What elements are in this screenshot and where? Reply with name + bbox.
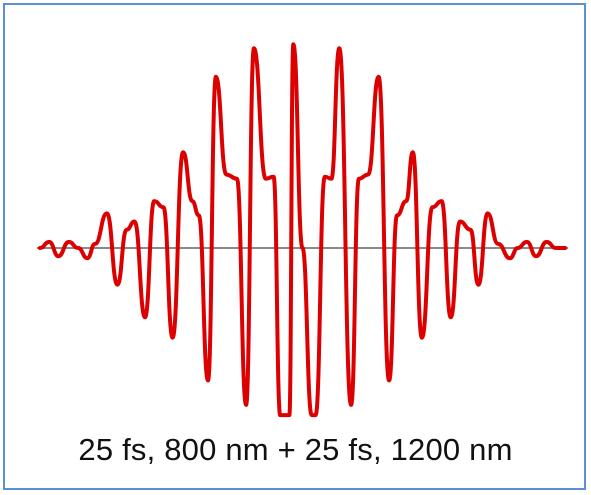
series-line <box>38 42 567 418</box>
chart-caption: 25 fs, 800 nm + 25 fs, 1200 nm <box>78 432 513 467</box>
